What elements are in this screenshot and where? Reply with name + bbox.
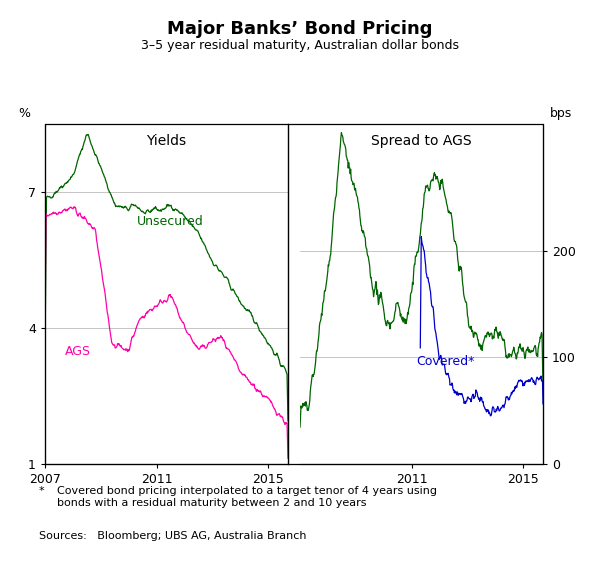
Text: Spread to AGS: Spread to AGS — [371, 134, 472, 148]
Text: AGS: AGS — [64, 345, 91, 357]
Text: Unsecured: Unsecured — [137, 215, 204, 228]
Text: Covered*: Covered* — [416, 355, 475, 368]
Text: %: % — [18, 107, 30, 120]
Text: Yields: Yields — [146, 134, 187, 148]
Text: *: * — [39, 486, 44, 496]
Text: Covered bond pricing interpolated to a target tenor of 4 years using
bonds with : Covered bond pricing interpolated to a t… — [57, 486, 437, 507]
Text: Major Banks’ Bond Pricing: Major Banks’ Bond Pricing — [167, 20, 433, 38]
Text: bps: bps — [550, 107, 572, 120]
Text: 3–5 year residual maturity, Australian dollar bonds: 3–5 year residual maturity, Australian d… — [141, 39, 459, 52]
Text: Sources:   Bloomberg; UBS AG, Australia Branch: Sources: Bloomberg; UBS AG, Australia Br… — [39, 531, 307, 541]
